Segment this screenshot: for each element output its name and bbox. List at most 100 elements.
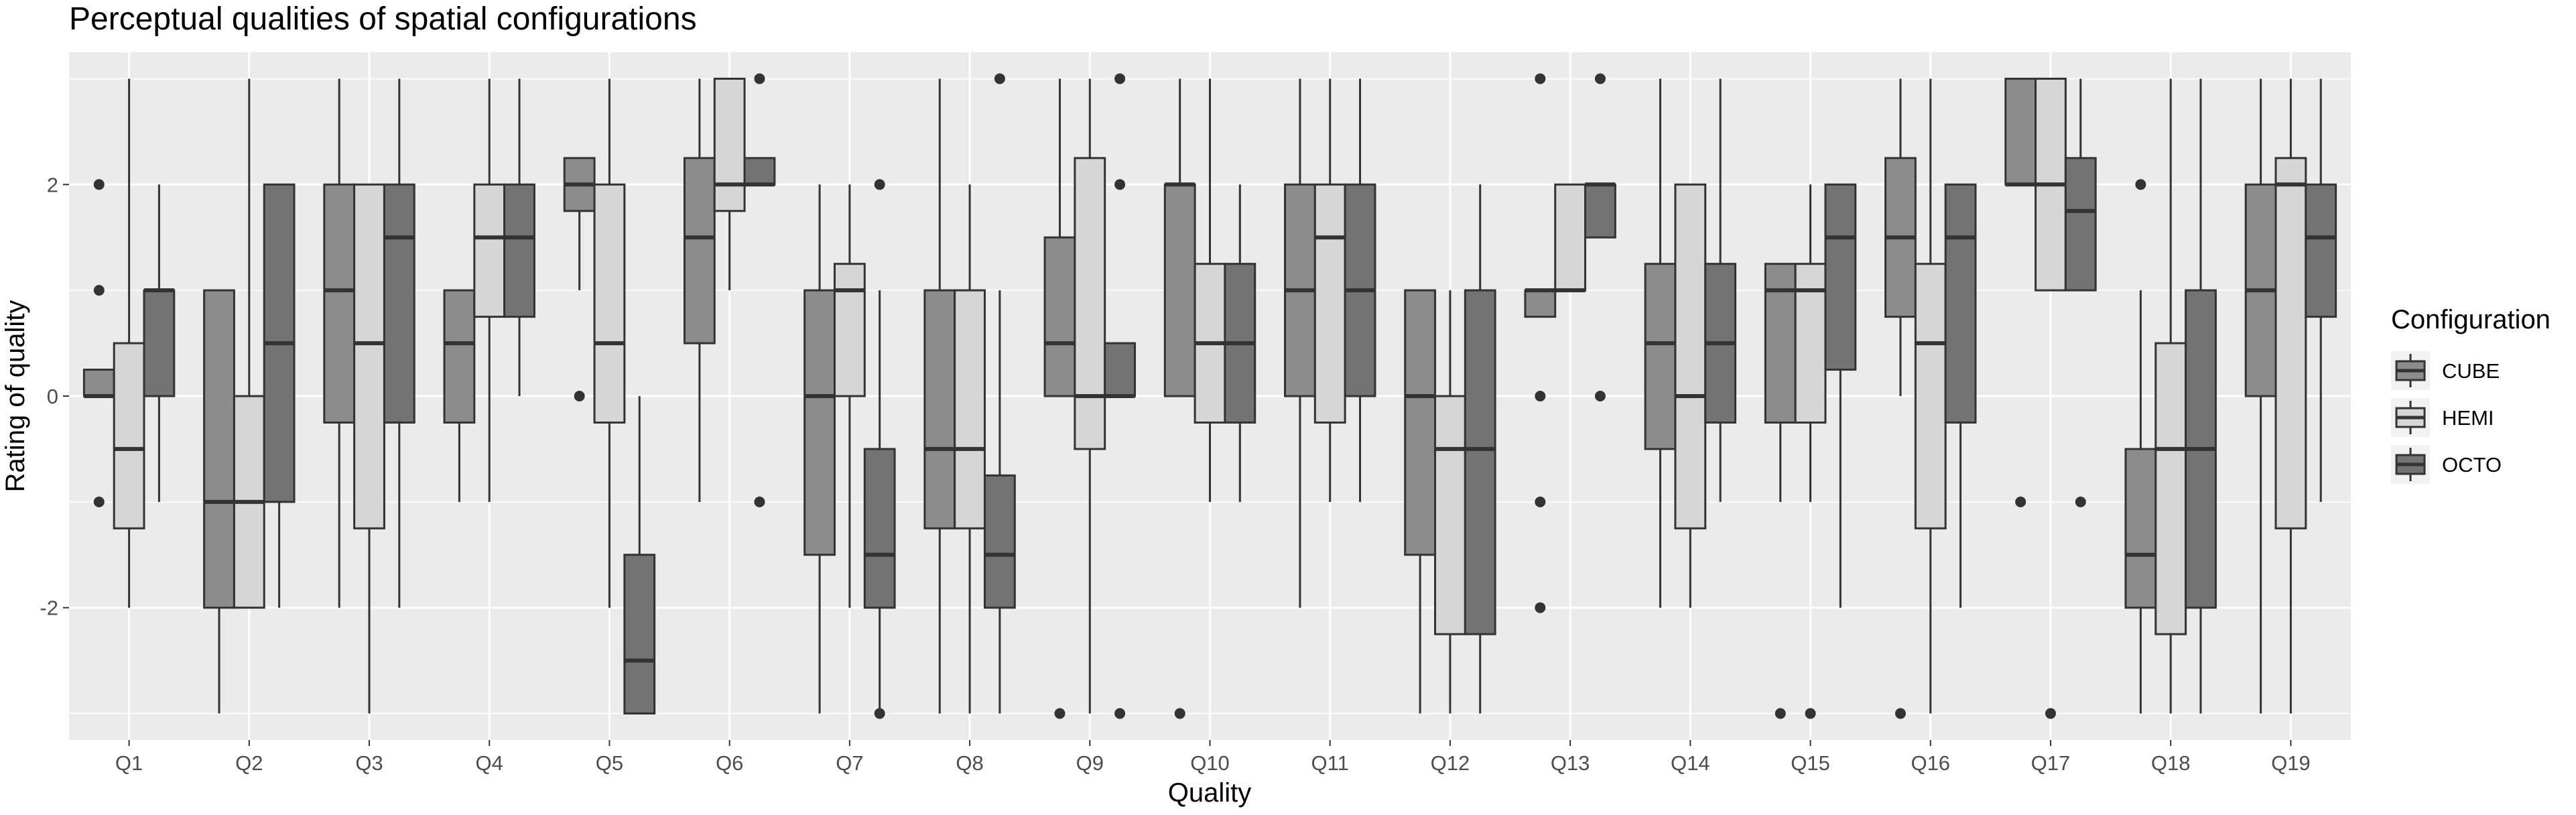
box-CUBE-Q9 xyxy=(1043,78,1076,719)
box-HEMI-Q5 xyxy=(593,78,626,608)
box-iqr xyxy=(113,342,145,529)
outlier-point xyxy=(754,73,765,84)
outlier-point xyxy=(93,179,105,190)
box-iqr xyxy=(1313,183,1346,424)
box-HEMI-Q12 xyxy=(1434,290,1466,714)
outlier-point xyxy=(1535,602,1546,613)
legend-label: CUBE xyxy=(2442,359,2500,383)
x-tick-label: Q11 xyxy=(1311,751,1349,775)
box-iqr xyxy=(2154,342,2187,635)
outlier-point xyxy=(2045,708,2056,719)
box-iqr xyxy=(683,157,716,344)
box-iqr xyxy=(2305,183,2337,318)
box-iqr xyxy=(1944,183,1977,424)
x-tick-label: Q13 xyxy=(1551,751,1590,775)
box-iqr xyxy=(1644,263,1677,450)
y-tick-label: -2 xyxy=(40,597,58,620)
outlier-point xyxy=(93,496,105,507)
axes: -2 0 2 Q1 Q2 Q3 Q4 Q5 Q6 Q7 Q8 Q9 Q10 Q11 Q12 Q13 Q14 Q15… xyxy=(40,173,2310,775)
x-tick-label: Q14 xyxy=(1671,751,1710,775)
box-iqr xyxy=(1524,289,1557,318)
outlier-point xyxy=(1114,179,1126,190)
outlier-point xyxy=(1535,73,1546,84)
outlier-point xyxy=(754,496,765,507)
box-OCTO-Q13 xyxy=(1584,73,1616,401)
box-HEMI-Q11 xyxy=(1313,78,1346,502)
box-iqr xyxy=(1104,342,1136,397)
box-iqr xyxy=(1794,263,1827,424)
box-iqr xyxy=(143,289,176,397)
box-OCTO-Q15 xyxy=(1824,183,1857,608)
outlier-point xyxy=(1174,708,1185,719)
box-HEMI-Q7 xyxy=(833,184,866,608)
box-iqr xyxy=(1584,183,1616,239)
box-iqr xyxy=(1464,289,1496,635)
box-iqr xyxy=(833,263,866,397)
outlier-point xyxy=(1535,496,1546,507)
box-OCTO-Q7 xyxy=(863,179,896,719)
box-CUBE-Q6 xyxy=(683,78,716,502)
box-iqr xyxy=(1434,395,1466,635)
legend-title: Configuration xyxy=(2391,305,2551,334)
box-iqr xyxy=(593,183,626,424)
box-iqr xyxy=(1043,236,1076,397)
outlier-point xyxy=(2015,496,2026,507)
box-iqr xyxy=(623,554,656,715)
outlier-point xyxy=(2135,179,2146,190)
outlier-point xyxy=(1114,73,1126,84)
box-HEMI-Q9 xyxy=(1074,78,1106,714)
box-iqr xyxy=(2004,77,2037,186)
outlier-point xyxy=(93,285,105,296)
box-iqr xyxy=(323,183,356,424)
box-HEMI-Q13 xyxy=(1554,183,1587,293)
box-OCTO-Q3 xyxy=(383,78,415,608)
box-iqr xyxy=(82,369,115,397)
x-tick-label: Q3 xyxy=(355,751,383,775)
x-tick-label: Q17 xyxy=(2031,751,2071,775)
x-tick-label: Q18 xyxy=(2151,751,2191,775)
x-tick-label: Q16 xyxy=(1911,751,1950,775)
box-OCTO-Q6 xyxy=(743,73,776,507)
x-tick-label: Q6 xyxy=(716,751,743,775)
outlier-point xyxy=(1775,708,1786,719)
box-CUBE-Q13 xyxy=(1524,73,1557,613)
outlier-point xyxy=(1054,708,1066,719)
outlier-point xyxy=(1805,708,1816,719)
box-HEMI-Q10 xyxy=(1194,78,1226,502)
x-tick-label: Q1 xyxy=(115,751,143,775)
box-OCTO-Q11 xyxy=(1344,78,1376,502)
box-HEMI-Q19 xyxy=(2274,78,2307,714)
box-iqr xyxy=(1554,183,1587,292)
box-iqr xyxy=(1764,263,1797,424)
legend-label: HEMI xyxy=(2442,406,2494,430)
box-iqr xyxy=(2124,448,2157,609)
box-iqr xyxy=(203,289,235,609)
box-CUBE-Q5 xyxy=(563,157,596,401)
box-CUBE-Q4 xyxy=(443,289,476,502)
legend-item-octo: OCTO xyxy=(2391,445,2502,484)
box-iqr xyxy=(443,289,476,424)
outlier-point xyxy=(1535,391,1546,401)
x-axis-title: Quality xyxy=(1168,778,1252,808)
outlier-point xyxy=(1114,708,1126,719)
box-iqr xyxy=(2274,157,2307,529)
box-iqr xyxy=(383,183,415,424)
y-tick-label: 0 xyxy=(47,385,58,408)
box-CUBE-Q3 xyxy=(323,78,356,608)
box-iqr xyxy=(1914,263,1947,529)
x-tick-label: Q7 xyxy=(836,751,863,775)
box-iqr xyxy=(954,289,986,529)
outlier-point xyxy=(874,708,885,719)
box-HEMI-Q4 xyxy=(473,78,506,502)
x-tick-label: Q4 xyxy=(476,751,503,775)
box-iqr xyxy=(1824,183,1857,371)
x-tick-label: Q8 xyxy=(956,751,983,775)
box-HEMI-Q6 xyxy=(713,77,746,291)
box-CUBE-Q16 xyxy=(1884,78,1917,719)
legend-label: OCTO xyxy=(2442,453,2502,477)
box-CUBE-Q18 xyxy=(2124,179,2157,714)
box-iqr xyxy=(2064,157,2097,292)
boxplot-marks xyxy=(82,73,2337,719)
box-OCTO-Q18 xyxy=(2185,78,2217,714)
